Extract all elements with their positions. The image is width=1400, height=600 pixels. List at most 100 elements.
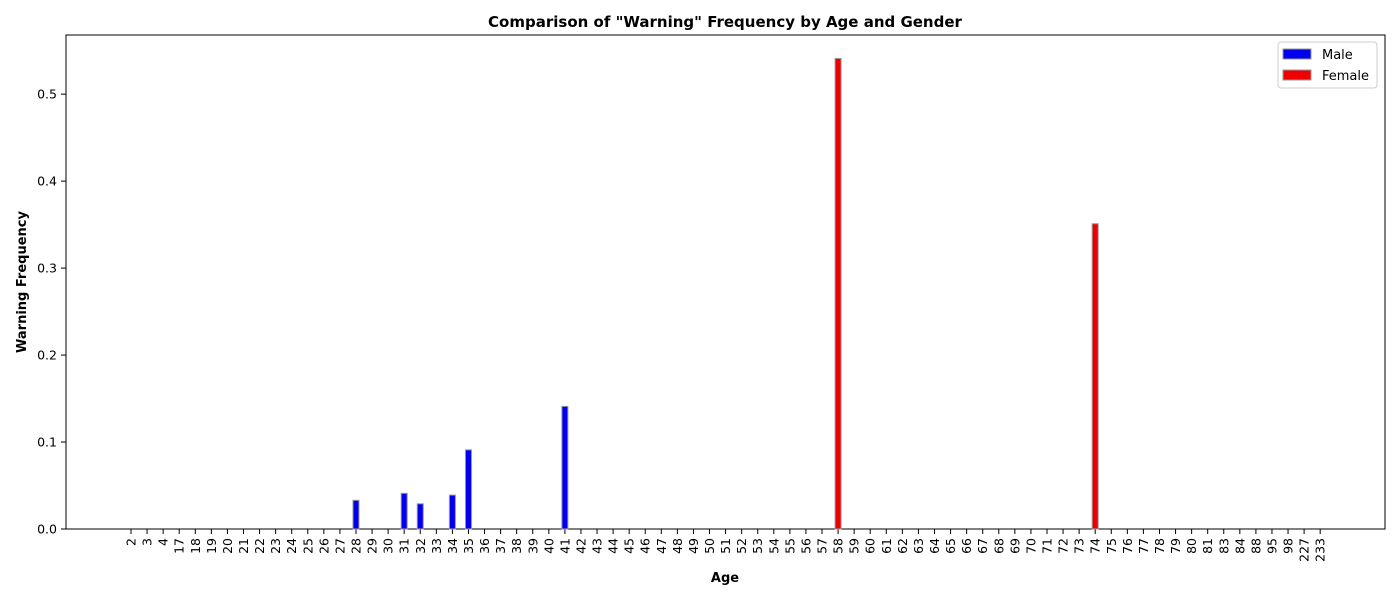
x-tick-label: 39	[525, 538, 540, 554]
y-tick-label: 0.1	[37, 435, 57, 450]
x-tick-label: 19	[204, 538, 219, 554]
x-tick-label: 24	[284, 538, 299, 554]
x-tick-label: 83	[1216, 538, 1231, 554]
x-tick-label: 32	[413, 538, 428, 554]
x-tick-label: 76	[1120, 538, 1135, 554]
x-tick-label: 30	[381, 538, 396, 554]
x-tick-label: 54	[766, 538, 781, 554]
x-tick-label: 49	[686, 538, 701, 554]
chart-title: Comparison of "Warning" Frequency by Age…	[488, 13, 962, 31]
x-tick-label: 98	[1281, 538, 1296, 554]
y-tick-label: 0.3	[37, 261, 57, 276]
x-tick-label: 55	[782, 538, 797, 554]
x-tick-label: 62	[895, 538, 910, 554]
x-tick-label: 79	[1168, 538, 1183, 554]
x-tick-label: 65	[943, 538, 958, 554]
legend-label-male: Male	[1322, 48, 1353, 63]
x-axis-label: Age	[711, 571, 739, 586]
x-tick-label: 23	[268, 538, 283, 554]
x-tick-label: 47	[654, 538, 669, 554]
x-tick-label: 3	[140, 538, 155, 546]
x-tick-label: 58	[831, 538, 846, 554]
x-tick-label: 27	[332, 538, 347, 554]
bar-male	[416, 503, 424, 530]
x-tick-label: 38	[509, 538, 524, 554]
x-tick-label: 41	[557, 538, 572, 554]
x-tick-label: 26	[316, 538, 331, 554]
x-tick-label: 88	[1248, 538, 1263, 554]
x-tick-label: 68	[991, 538, 1006, 554]
x-tick-label: 71	[1039, 538, 1054, 554]
x-tick-label: 29	[365, 538, 380, 554]
y-tick-label: 0.4	[37, 174, 57, 189]
bar-male	[464, 449, 472, 530]
x-tick-label: 77	[1136, 538, 1151, 554]
x-tick-label: 64	[927, 538, 942, 554]
x-tick-label: 45	[622, 538, 637, 554]
x-tick-label: 33	[429, 538, 444, 554]
bar-male	[561, 405, 569, 530]
x-tick-label: 233	[1313, 538, 1328, 562]
x-tick-label: 59	[847, 538, 862, 554]
x-tick-label: 57	[815, 538, 830, 554]
x-tick-label: 31	[397, 538, 412, 554]
x-tick-label: 81	[1200, 538, 1215, 554]
x-tick-label: 80	[1184, 538, 1199, 554]
x-tick-label: 50	[702, 538, 717, 554]
x-tick-label: 46	[638, 538, 653, 554]
plot-frame	[65, 34, 1386, 530]
y-tick-label: 0.5	[37, 87, 57, 102]
x-tick-label: 20	[220, 538, 235, 554]
x-tick-label: 48	[670, 538, 685, 554]
x-tick-label: 17	[172, 538, 187, 554]
x-tick-label: 74	[1088, 538, 1103, 554]
x-tick-label: 36	[477, 538, 492, 554]
x-tick-label: 69	[1007, 538, 1022, 554]
x-tick-label: 2	[124, 538, 139, 546]
x-tick-label: 44	[606, 538, 621, 554]
x-tick-label: 18	[188, 538, 203, 554]
x-tick-label: 53	[750, 538, 765, 554]
x-tick-label: 84	[1232, 538, 1247, 554]
x-tick-label: 95	[1264, 538, 1279, 554]
x-tick-label: 22	[252, 538, 267, 554]
x-tick-label: 67	[975, 538, 990, 554]
x-tick-label: 70	[1023, 538, 1038, 554]
legend-label-female: Female	[1322, 69, 1369, 84]
x-tick-label: 25	[300, 538, 315, 554]
bar-female	[834, 57, 842, 530]
x-tick-label: 43	[590, 538, 605, 554]
x-tick-label: 63	[911, 538, 926, 554]
x-tick-label: 52	[734, 538, 749, 554]
x-tick-label: 227	[1297, 538, 1312, 562]
y-tick-label: 0.2	[37, 348, 57, 363]
x-tick-label: 72	[1056, 538, 1071, 554]
x-tick-label: 60	[863, 538, 878, 554]
x-tick-label: 34	[445, 538, 460, 554]
x-tick-label: 21	[236, 538, 251, 554]
x-tick-label: 51	[718, 538, 733, 554]
x-tick-label: 75	[1104, 538, 1119, 554]
bar-male	[400, 492, 408, 530]
legend-swatch-female	[1282, 69, 1312, 81]
x-tick-label: 35	[461, 538, 476, 554]
x-tick-label: 78	[1152, 538, 1167, 554]
legend-swatch-male	[1282, 48, 1312, 60]
x-tick-label: 28	[348, 538, 363, 554]
bar-male	[448, 494, 456, 530]
bar-female	[1091, 223, 1099, 530]
plot-area: 0.00.10.20.30.40.52 3 4 17 18 19 20 21 22 23 24 25 2…	[37, 34, 1386, 562]
x-tick-label: 40	[541, 538, 556, 554]
x-tick-label: 73	[1072, 538, 1087, 554]
y-tick-label: 0.0	[37, 522, 57, 537]
legend: Male Female	[1277, 41, 1378, 89]
bar-male	[352, 499, 360, 530]
x-tick-label: 37	[493, 538, 508, 554]
x-tick-label: 4	[156, 538, 171, 546]
y-axis-label: Warning Frequency	[15, 211, 30, 353]
x-tick-label: 66	[959, 538, 974, 554]
x-tick-label: 56	[798, 538, 813, 554]
x-tick-label: 42	[573, 538, 588, 554]
x-tick-label: 61	[879, 538, 894, 554]
